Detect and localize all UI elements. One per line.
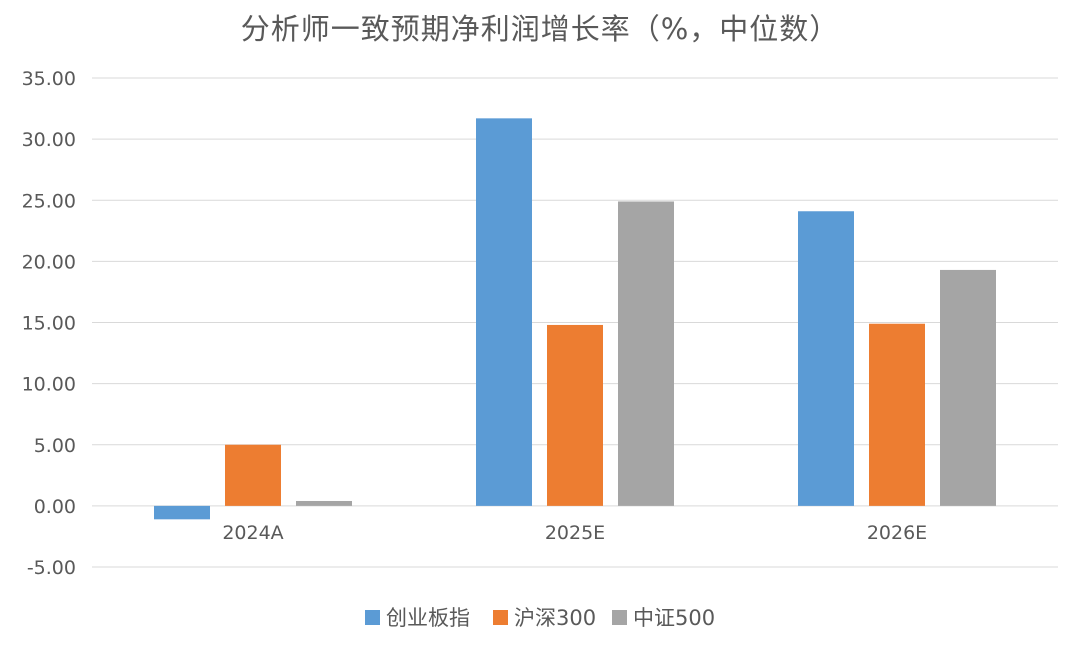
y-tick-label: 15.00 bbox=[22, 313, 76, 335]
bar bbox=[798, 211, 854, 506]
bar bbox=[154, 505, 210, 520]
x-tick-label: 2024A bbox=[222, 522, 283, 544]
legend-label: 沪深300 bbox=[514, 606, 596, 630]
legend-label: 创业板指 bbox=[386, 606, 470, 630]
legend-label: 中证500 bbox=[633, 606, 715, 630]
y-tick-label: 20.00 bbox=[22, 251, 76, 273]
y-tick-label: 35.00 bbox=[22, 68, 76, 90]
y-tick-label: 0.00 bbox=[34, 496, 76, 518]
bar bbox=[296, 500, 352, 506]
legend-swatch bbox=[612, 610, 627, 625]
chart-title: 分析师一致预期净利润增长率（%，中位数） bbox=[240, 12, 840, 46]
legend-swatch bbox=[493, 610, 508, 625]
x-tick-label: 2026E bbox=[867, 522, 927, 544]
bar bbox=[869, 323, 925, 506]
x-tick-label: 2025E bbox=[545, 522, 605, 544]
bar bbox=[618, 201, 674, 506]
y-tick-label: 30.00 bbox=[22, 129, 76, 151]
y-tick-label: 10.00 bbox=[22, 374, 76, 396]
bar bbox=[940, 269, 996, 506]
legend-swatch bbox=[365, 610, 380, 625]
bar bbox=[476, 118, 532, 506]
bar bbox=[225, 444, 281, 506]
y-tick-label: 25.00 bbox=[22, 190, 76, 212]
bar bbox=[547, 324, 603, 506]
y-tick-label: 5.00 bbox=[34, 435, 76, 457]
y-tick-label: -5.00 bbox=[27, 557, 76, 579]
